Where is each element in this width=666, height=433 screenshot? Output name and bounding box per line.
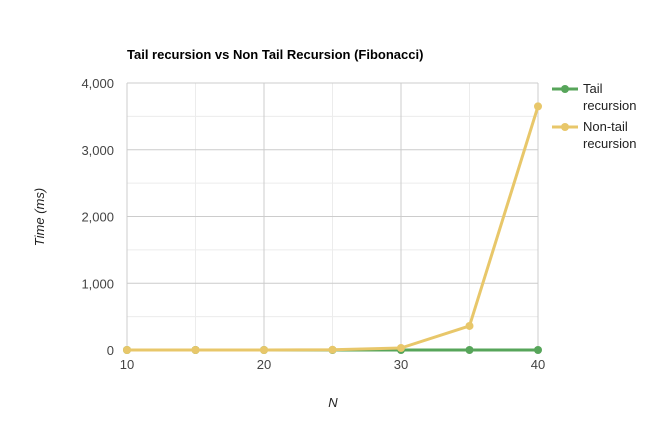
- y-tick-label: 2,000: [81, 210, 114, 225]
- y-axis-label: Time (ms): [32, 188, 47, 246]
- data-point: [397, 343, 405, 352]
- data-point: [260, 346, 268, 354]
- series: [123, 102, 542, 354]
- y-tick-label: 4,000: [81, 76, 114, 91]
- legend-swatch-marker: [561, 123, 569, 131]
- x-tick-label: 20: [257, 357, 271, 372]
- data-point: [123, 346, 131, 354]
- y-tick-label: 0: [107, 343, 114, 358]
- y-tick-label: 3,000: [81, 143, 114, 158]
- data-point: [465, 346, 474, 354]
- x-tick-label: 30: [394, 357, 408, 372]
- legend-label: recursion: [583, 98, 636, 113]
- legend-label: recursion: [583, 136, 636, 151]
- data-point: [328, 345, 337, 354]
- data-point: [465, 321, 474, 330]
- grid: [127, 82, 539, 350]
- data-point: [534, 102, 542, 111]
- legend-swatch-marker: [561, 85, 569, 93]
- legend-label: Non-tail: [583, 119, 628, 134]
- data-point: [191, 346, 200, 354]
- x-tick-label: 40: [531, 357, 545, 372]
- y-tick-label: 1,000: [81, 276, 114, 291]
- chart-title: Tail recursion vs Non Tail Recursion (Fi…: [127, 47, 423, 62]
- tick-labels: 0 1,000 2,000 3,000 4,000 10 20 30 40: [81, 76, 545, 372]
- legend-label: Tail: [583, 81, 603, 96]
- legend: Tail recursion Non-tail recursion: [552, 81, 636, 151]
- data-point: [534, 346, 542, 354]
- x-axis-label: N: [328, 395, 338, 410]
- x-tick-label: 10: [120, 357, 134, 372]
